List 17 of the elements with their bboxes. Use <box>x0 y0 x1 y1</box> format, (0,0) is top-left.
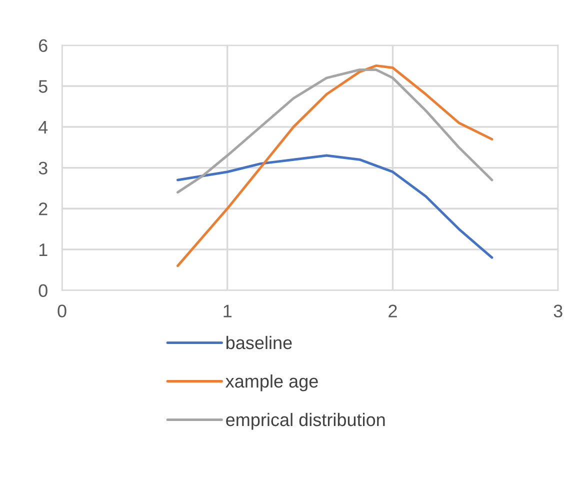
x-tick-label: 1 <box>224 304 232 318</box>
y-tick-label: 4 <box>38 121 48 134</box>
y-tick-label: 2 <box>38 202 48 216</box>
x-tick-label: 0 <box>58 304 66 318</box>
y-tick-label: 0 <box>38 284 48 297</box>
y-tick-label: 1 <box>39 244 48 256</box>
y-tick-label: 6 <box>38 39 48 52</box>
y-tick-label: 3 <box>38 162 48 174</box>
legend-label: baseline <box>226 336 292 350</box>
x-tick-label: 3 <box>554 304 562 318</box>
line-series <box>176 154 494 259</box>
x-tick-label: 2 <box>388 304 397 318</box>
legend-label: emprical distribution <box>226 412 385 430</box>
y-tick-label: 5 <box>38 80 48 93</box>
line-series <box>176 64 494 268</box>
line-series <box>176 68 494 194</box>
legend-label: xample age <box>226 374 318 392</box>
